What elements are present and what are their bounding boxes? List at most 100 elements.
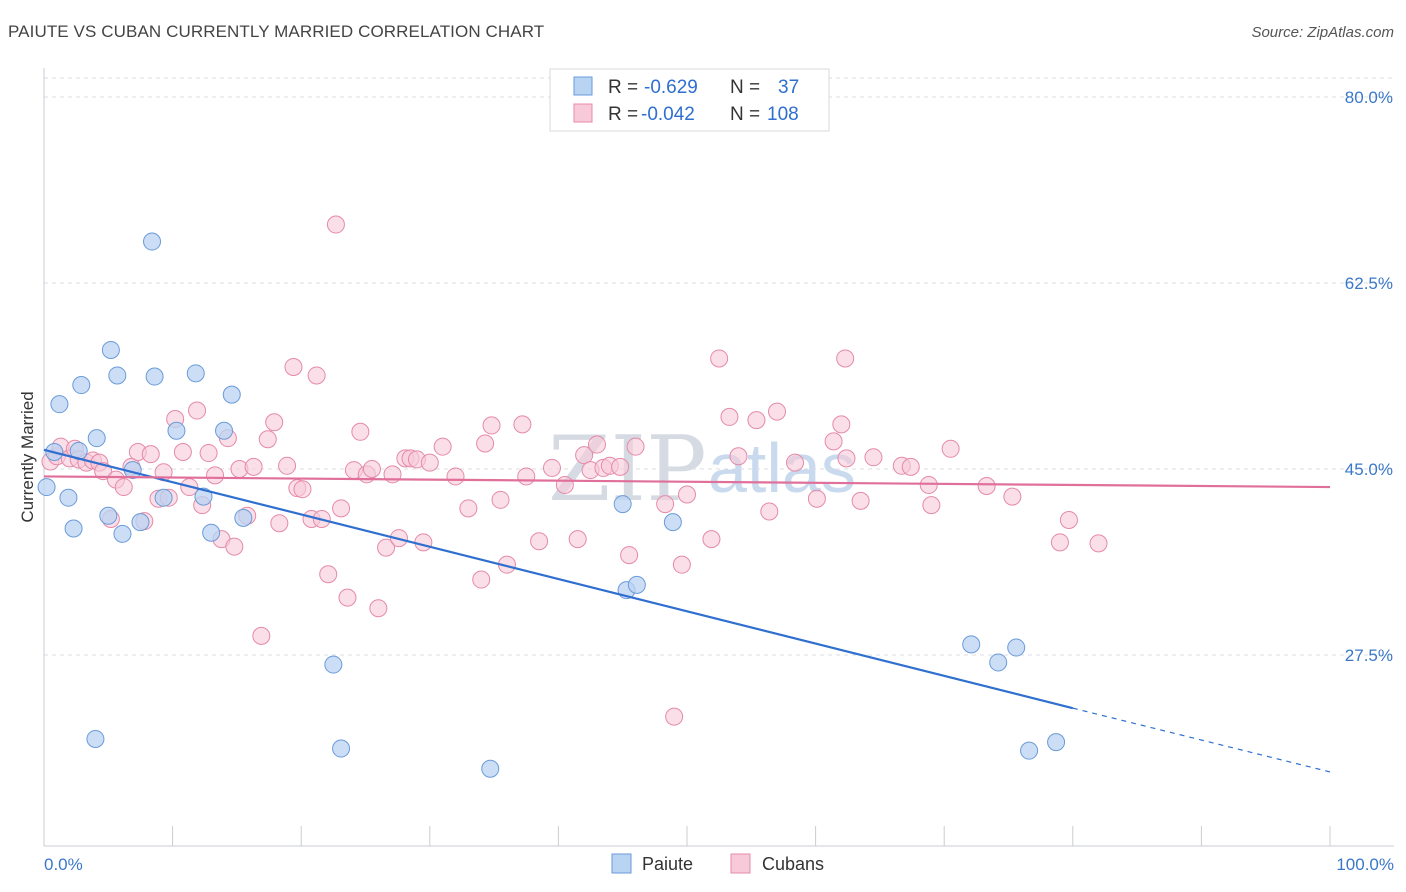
cubans-point	[1059, 511, 1078, 530]
cubans-point	[270, 514, 289, 533]
paiute-point	[627, 575, 646, 594]
cubans-point	[1089, 534, 1108, 553]
paiute-point	[99, 506, 118, 525]
cubans-point	[611, 457, 630, 476]
cubans-point	[332, 499, 351, 518]
cubans-point	[747, 411, 766, 430]
cubans-point	[786, 453, 805, 472]
cubans-point	[265, 413, 284, 432]
cubans-point	[377, 538, 396, 557]
series-legend: Paiute Cubans	[611, 853, 824, 874]
trend-lines	[43, 448, 1331, 773]
cubans-point	[513, 415, 532, 434]
paiute-trend-extension	[1072, 707, 1331, 773]
cubans-point	[710, 349, 729, 368]
x-ticks	[43, 826, 1331, 846]
cubans-point	[114, 478, 133, 497]
legend-r-value-cubans: -0.042	[641, 104, 695, 125]
y-tick-label: 45.0%	[1345, 460, 1393, 479]
cubans-point	[206, 466, 225, 485]
paiute-point	[962, 635, 981, 654]
cubans-point	[941, 439, 960, 458]
cubans-point	[446, 467, 465, 486]
paiute-point	[481, 759, 500, 778]
legend-n-value-paiute: 37	[778, 77, 799, 98]
paiute-point	[222, 385, 241, 404]
x-tick-label-max: 100.0%	[1336, 855, 1394, 874]
cubans-point	[338, 588, 357, 607]
cubans-point	[433, 437, 452, 456]
paiute-point	[1020, 741, 1039, 760]
cubans-point	[459, 499, 478, 518]
cubans-point	[864, 448, 883, 467]
paiute-point	[332, 739, 351, 758]
paiute-point	[167, 421, 186, 440]
bottom-legend-swatch-paiute	[611, 853, 632, 874]
y-tick-labels: 27.5% 45.0% 62.5% 80.0%	[1345, 88, 1393, 665]
cubans-point	[760, 502, 779, 521]
legend-n-label-paiute: N =	[730, 77, 760, 98]
paiute-point	[234, 508, 253, 527]
y-tick-label: 80.0%	[1345, 88, 1393, 107]
cubans-point	[369, 599, 388, 618]
cubans-point	[626, 437, 645, 456]
cubans-point	[824, 432, 843, 451]
cubans-point	[258, 430, 277, 449]
cubans-point	[720, 407, 739, 426]
cubans-point	[837, 449, 856, 468]
cubans-point	[491, 490, 510, 509]
correlation-legend: R = -0.629 N = 37 R = -0.042 N = 108	[549, 68, 830, 132]
legend-swatch-cubans	[573, 103, 593, 123]
cubans-point	[319, 565, 338, 584]
paiute-trend-line	[43, 448, 1074, 710]
cubans-point	[672, 555, 691, 574]
cubans-point	[620, 546, 639, 565]
cubans-point	[530, 532, 549, 551]
cubans-point	[482, 416, 501, 435]
cubans-point	[575, 446, 594, 465]
legend-n-value-cubans: 108	[767, 104, 799, 125]
cubans-point	[836, 349, 855, 368]
cubans-point	[351, 422, 370, 441]
paiute-point	[1047, 733, 1066, 752]
cubans-point	[922, 496, 941, 515]
legend-r-label-cubans: R =	[608, 104, 638, 125]
paiute-point	[50, 395, 69, 414]
y-tick-label: 27.5%	[1345, 646, 1393, 665]
cubans-point	[188, 401, 207, 420]
cubans-point	[199, 444, 218, 463]
paiute-point	[101, 340, 120, 359]
paiute-point	[131, 513, 150, 532]
bottom-legend-label-paiute: Paiute	[642, 854, 693, 874]
legend-swatch-paiute	[573, 76, 593, 96]
cubans-point	[1003, 487, 1022, 506]
cubans-point	[807, 489, 826, 508]
cubans-point	[729, 447, 748, 466]
paiute-point	[194, 487, 213, 506]
cubans-point	[293, 480, 312, 499]
cubans-point	[1050, 533, 1069, 552]
paiute-point	[202, 523, 221, 542]
cubans-point	[517, 467, 536, 486]
cubans-point	[977, 477, 996, 496]
cubans-point	[901, 457, 920, 476]
y-axis-label: Currently Married	[18, 391, 37, 522]
bottom-legend-label-cubans: Cubans	[762, 854, 824, 874]
paiute-point	[154, 488, 173, 507]
paiute-point	[143, 232, 162, 251]
paiute-point	[613, 495, 632, 514]
bottom-legend-swatch-cubans	[730, 853, 751, 874]
cubans-point	[678, 485, 696, 504]
cubans-trend-line	[43, 475, 1331, 489]
paiute-point	[108, 366, 127, 385]
cubans-point	[252, 626, 271, 645]
series-paiute	[37, 232, 1066, 778]
cubans-point	[244, 457, 263, 476]
cubans-point	[278, 456, 297, 475]
y-tick-label: 62.5%	[1345, 274, 1393, 293]
cubans-point	[768, 402, 787, 421]
paiute-point	[59, 488, 78, 507]
cubans-point	[141, 445, 160, 464]
legend-r-value-paiute: -0.629	[644, 77, 698, 98]
